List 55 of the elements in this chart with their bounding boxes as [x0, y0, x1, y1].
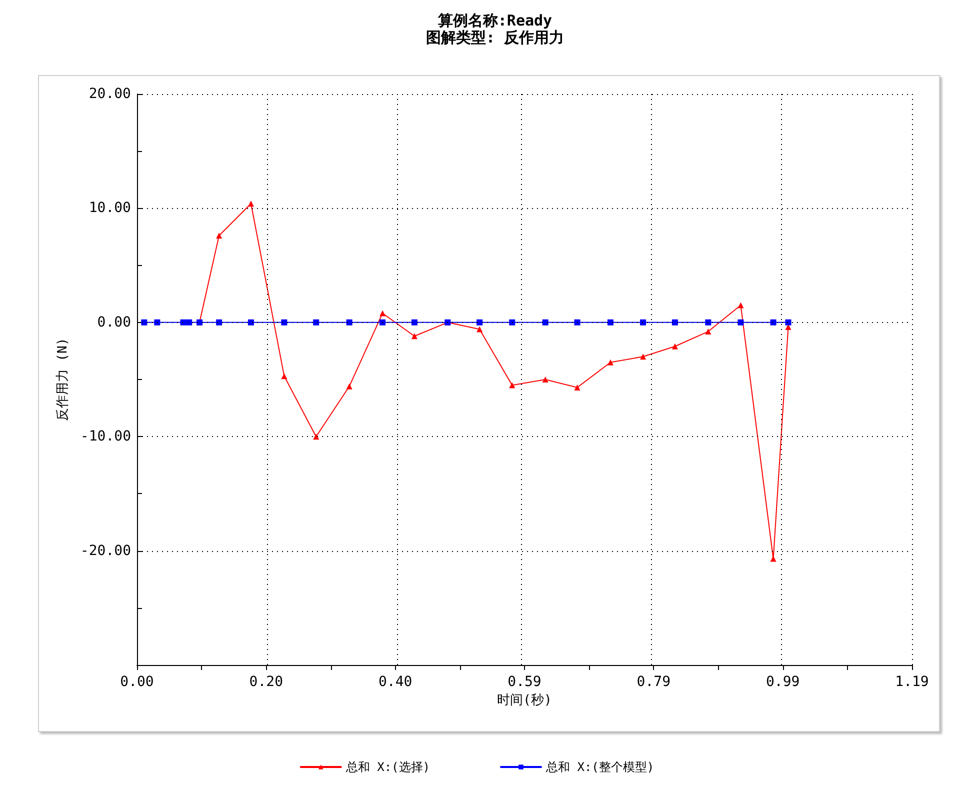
- point: [313, 319, 320, 326]
- x-axis-title: 时间(秒): [497, 692, 552, 708]
- point: [180, 319, 186, 326]
- point: [281, 319, 288, 326]
- point: [216, 232, 222, 239]
- point: [574, 319, 580, 326]
- point: [738, 302, 744, 308]
- point: [509, 382, 516, 388]
- point: [411, 319, 418, 326]
- point: [154, 319, 160, 326]
- point: [248, 200, 254, 207]
- x-tick-label: 0.59: [508, 674, 542, 690]
- point: [574, 384, 580, 390]
- legend-label: 总和 X:(选择): [344, 760, 430, 774]
- y-tick-label: 20.00: [88, 86, 131, 102]
- chart-subtitle: 图解类型: 反作用力: [426, 28, 564, 46]
- x-tick-label: 0.99: [766, 674, 800, 690]
- point: [770, 319, 776, 326]
- y-tick-label: -20.00: [80, 542, 131, 559]
- x-tick-label: 0.79: [636, 674, 671, 690]
- x-tick-label: 1.19: [895, 674, 929, 690]
- point: [476, 319, 483, 326]
- legend-label: 总和 X:(整个模型): [545, 760, 654, 774]
- x-tick-label: 0.20: [249, 674, 284, 690]
- point: [672, 343, 678, 350]
- point: [380, 319, 386, 326]
- point: [542, 376, 548, 382]
- point: [476, 326, 483, 332]
- point: [542, 319, 548, 326]
- point: [640, 354, 646, 360]
- point: [672, 319, 678, 326]
- point: [216, 319, 222, 326]
- y-tick-label: 10.00: [88, 200, 131, 216]
- point: [705, 319, 712, 326]
- chart-title: 算例名称:Ready: [436, 12, 552, 30]
- point: [411, 333, 418, 340]
- x-tick-label: 0.00: [120, 674, 154, 690]
- y-tick-label: -10.00: [80, 428, 131, 445]
- point: [785, 319, 792, 326]
- point: [346, 319, 352, 326]
- point: [607, 319, 614, 326]
- point: [281, 373, 288, 380]
- point: [380, 310, 386, 316]
- point: [141, 319, 148, 326]
- point: [346, 383, 352, 390]
- point: [738, 319, 744, 326]
- point: [186, 319, 192, 326]
- y-tick-label: 0.00: [97, 314, 131, 330]
- point: [509, 319, 516, 326]
- y-axis-title: 反作用力 (N): [56, 338, 71, 422]
- point: [640, 319, 646, 326]
- x-tick-label: 0.40: [378, 674, 412, 690]
- point: [705, 328, 712, 335]
- point: [248, 319, 254, 326]
- point: [607, 359, 614, 366]
